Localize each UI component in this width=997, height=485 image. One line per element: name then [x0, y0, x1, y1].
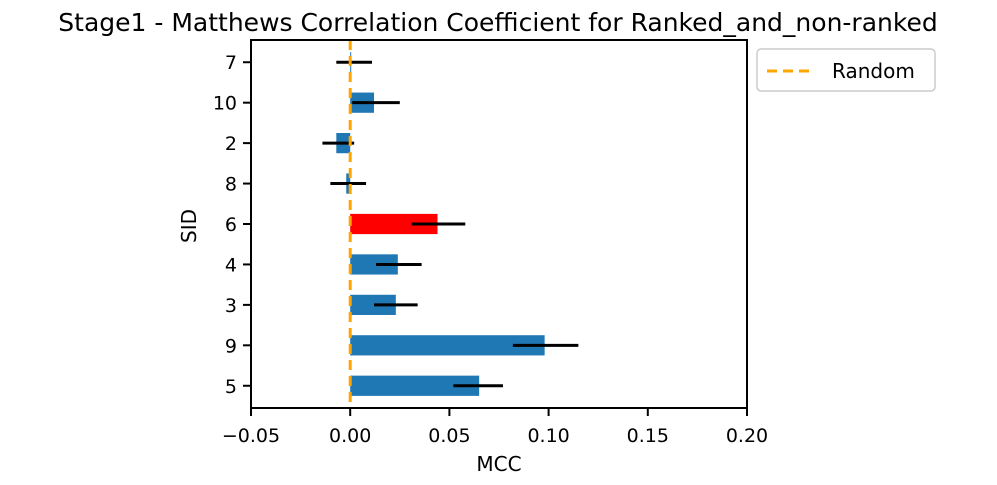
legend-box [756, 48, 936, 92]
chart-title: Stage1 - Matthews Correlation Coefficien… [58, 8, 937, 37]
y-tick-label: 5 [225, 376, 237, 398]
x-axis-label: MCC [476, 452, 521, 476]
y-tick-label: 4 [225, 254, 237, 276]
legend: Random [756, 48, 936, 92]
error-bars-group [322, 60, 579, 388]
legend-random-label: Random [832, 59, 915, 83]
y-tick-label: 2 [225, 133, 237, 155]
y-tick-label: 10 [213, 93, 237, 115]
y-tick-label: 3 [225, 295, 237, 317]
bar-sid-6 [350, 213, 438, 235]
y-axis-label: SID [177, 209, 201, 243]
bar-sid-9 [350, 335, 545, 356]
y-tick-label: 7 [225, 52, 237, 74]
bar-sid-4 [350, 254, 398, 275]
y-tick-label: 8 [225, 174, 237, 196]
x-tick-label: 0.20 [726, 425, 768, 447]
x-tick-label: 0.00 [329, 425, 371, 447]
y-tick-label: 6 [225, 214, 237, 236]
x-tick-label: 0.10 [527, 425, 569, 447]
bars-group [336, 52, 545, 396]
bar-sid-5 [350, 375, 480, 396]
y-tick-label: 9 [225, 335, 237, 357]
x-tick-label: 0.15 [627, 425, 669, 447]
x-tick-label: 0.05 [428, 425, 470, 447]
y-axis-ticks: 7 10 2 8 6 4 3 9 5 [213, 52, 251, 398]
x-tick-label: −0.05 [222, 425, 280, 447]
x-axis-ticks: −0.05 0.00 0.05 0.10 0.15 0.20 [222, 408, 768, 447]
bar-sid-3 [350, 294, 396, 315]
